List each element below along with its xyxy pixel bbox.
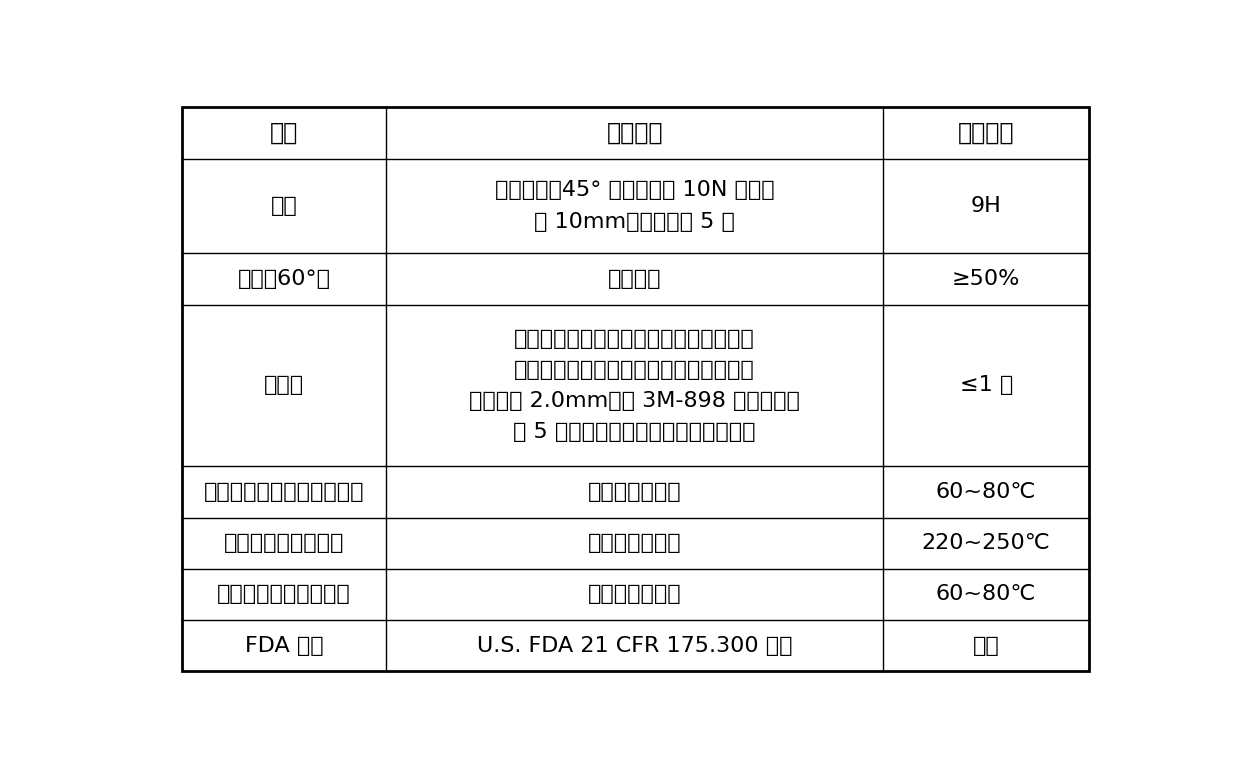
Text: 正常烹饪时手柄处温度: 正常烹饪时手柄处温度	[217, 584, 351, 604]
Text: 正常烹饪时锅底温度: 正常烹饪时锅底温度	[223, 534, 345, 553]
Text: 性能: 性能	[270, 121, 298, 145]
Text: 测试结果: 测试结果	[957, 121, 1014, 145]
Text: 光泽度仪: 光泽度仪	[608, 269, 661, 289]
Text: 9H: 9H	[971, 196, 1002, 216]
Text: 红外激光测温仪: 红外激光测温仪	[588, 534, 682, 553]
Text: 红外激光测温仪: 红外激光测温仪	[588, 584, 682, 604]
Text: 铅笔: 铅笔	[270, 196, 298, 216]
Text: 百格法：用刀片在涂膜上分别切平行和垂
直切痕，深度要求穿透漆膜的整个厚度，
切口间距 2.0mm，用 3M-898 胶带反复粘
揭 5 次，查看每条划痕有无锯齿: 百格法：用刀片在涂膜上分别切平行和垂 直切痕，深度要求穿透漆膜的整个厚度， 切口…	[469, 328, 800, 443]
Text: ≥50%: ≥50%	[952, 269, 1021, 289]
Text: 附着力: 附着力	[264, 375, 304, 396]
Text: 三菱铅笔，45° 角方向，用 10N 力平行
划 10mm，反复测试 5 次: 三菱铅笔，45° 角方向，用 10N 力平行 划 10mm，反复测试 5 次	[495, 180, 775, 231]
Text: 60~80℃: 60~80℃	[936, 584, 1037, 604]
Text: 光泽（60°）: 光泽（60°）	[238, 269, 331, 289]
Text: 红外激光测温仪: 红外激光测温仪	[588, 482, 682, 502]
Text: 热敏变色陶瓷涂层变色温度: 热敏变色陶瓷涂层变色温度	[203, 482, 365, 502]
Text: 通过: 通过	[972, 636, 999, 655]
Text: 测试方法: 测试方法	[606, 121, 663, 145]
Text: U.S. FDA 21 CFR 175.300 标准: U.S. FDA 21 CFR 175.300 标准	[477, 636, 792, 655]
Text: ≤1 级: ≤1 级	[960, 375, 1013, 396]
Text: 220~250℃: 220~250℃	[921, 534, 1050, 553]
Text: FDA 检测: FDA 检测	[244, 636, 324, 655]
Text: 60~80℃: 60~80℃	[936, 482, 1037, 502]
